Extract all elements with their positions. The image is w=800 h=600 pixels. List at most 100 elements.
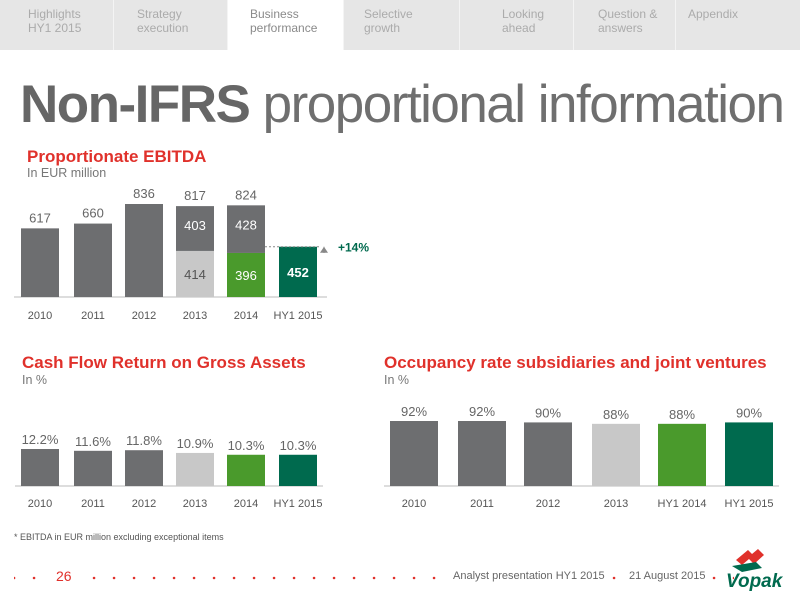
vopak-logo-mark: Vopak xyxy=(726,549,784,592)
cfroga-chart-svg: 12.2% 2010 11.6% 2011 11.8% 2012 10.9% 2013 10.3… xyxy=(15,432,323,510)
cfroga-x-tick: 2012 xyxy=(132,498,156,510)
ebitda-x-tick: 2012 xyxy=(132,310,156,322)
ebitda-chart-svg: 617 2010 660 2011 836 2012 414 403 817 2013 396 428… xyxy=(14,186,369,322)
cfroga-x-tick: HY1 2015 xyxy=(274,498,323,510)
ebitda-total-label: 617 xyxy=(29,210,51,225)
occupancy-bar xyxy=(658,423,706,486)
ebitda-bar-upper xyxy=(227,205,265,253)
cfroga-bar xyxy=(21,449,59,486)
occupancy-x-tick: HY1 2014 xyxy=(658,498,707,510)
tab-strategy-execution[interactable]: Strategy execution xyxy=(114,0,228,50)
ebitda-segment-label: 403 xyxy=(184,218,206,233)
ebitda-bar-upper xyxy=(176,206,214,251)
ebitda-chart-subtitle: In EUR million xyxy=(27,166,107,180)
occupancy-chart-title: Occupancy rate subsidiaries and joint ve… xyxy=(384,353,767,372)
occupancy-chart-svg: 92% 2010 92% 2011 90% 2012 88% 2013 88% HY1 2014 9… xyxy=(384,404,779,510)
tab-label: Question & answers xyxy=(598,7,658,35)
vopak-logo: Vopak xyxy=(718,548,794,592)
occupancy-x-tick: HY1 2015 xyxy=(725,498,774,510)
occupancy-bar xyxy=(592,423,640,486)
footnote: * EBITDA in EUR million excluding except… xyxy=(14,532,224,542)
vopak-logo-text: Vopak xyxy=(726,571,784,592)
ebitda-bar-lower xyxy=(176,250,214,297)
cfroga-bar xyxy=(279,454,317,486)
ebitda-total-label: 836 xyxy=(133,186,155,201)
tab-label: Looking ahead xyxy=(502,7,545,35)
occupancy-value-label: 90% xyxy=(535,405,561,420)
occupancy-bar xyxy=(725,422,773,486)
footer-presentation: Analyst presentation HY1 2015 xyxy=(448,570,610,582)
cfroga-value-label: 10.3% xyxy=(228,438,265,453)
ebitda-chart-title: Proportionate EBITDA xyxy=(27,147,207,166)
tab-business-performance[interactable]: Business performance xyxy=(228,0,344,50)
ebitda-growth-arrow-head xyxy=(320,246,328,253)
occupancy-value-label: 88% xyxy=(669,407,695,422)
page-title-light: proportional information xyxy=(262,75,785,134)
occupancy-bar xyxy=(524,422,572,486)
page-title: Non-IFRS proportional information xyxy=(20,75,785,135)
occupancy-value-label: 92% xyxy=(401,404,427,419)
ebitda-bar-lower xyxy=(279,246,317,297)
page-number: 26 xyxy=(52,568,76,584)
ebitda-segment-label: 428 xyxy=(235,217,257,232)
occupancy-x-tick: 2011 xyxy=(470,498,494,510)
occupancy-chart-subtitle: In % xyxy=(384,373,410,387)
cfroga-x-tick: 2014 xyxy=(234,498,258,510)
tab-label: Business performance xyxy=(250,7,318,35)
cfroga-x-tick: 2011 xyxy=(81,498,105,510)
cfroga-value-label: 10.9% xyxy=(177,436,214,451)
occupancy-bar xyxy=(390,421,438,486)
cfroga-value-label: 11.8% xyxy=(126,433,162,448)
ebitda-segment-label: 414 xyxy=(184,267,206,282)
ebitda-total-label: 817 xyxy=(184,188,206,203)
ebitda-segment-label: 396 xyxy=(235,268,257,283)
occupancy-value-label: 88% xyxy=(603,407,629,422)
occupancy-bar xyxy=(458,421,506,486)
ebitda-x-tick: 2010 xyxy=(28,310,52,322)
cfroga-x-tick: 2013 xyxy=(183,498,207,510)
cfroga-bar xyxy=(125,450,163,486)
cfroga-bar xyxy=(74,450,112,486)
occupancy-x-tick: 2010 xyxy=(402,498,426,510)
page-title-bold: Non-IFRS xyxy=(20,75,251,134)
ebitda-growth-annotation: +14% xyxy=(338,241,369,255)
ebitda-x-tick: HY1 2015 xyxy=(274,310,323,322)
ebitda-bar-lower xyxy=(227,252,265,297)
tab-selective-growth[interactable]: Selective growth xyxy=(344,0,460,50)
occupancy-value-label: 90% xyxy=(736,405,762,420)
tab-label: Strategy execution xyxy=(137,7,189,35)
tab-appendix[interactable]: Appendix xyxy=(676,0,780,50)
tab-looking-ahead[interactable]: Looking ahead xyxy=(460,0,574,50)
tab-label: Highlights HY1 2015 xyxy=(28,7,82,35)
ebitda-x-tick: 2013 xyxy=(183,310,207,322)
occupancy-x-tick: 2012 xyxy=(536,498,560,510)
ebitda-total-label: 824 xyxy=(235,187,257,202)
occupancy-x-tick: 2013 xyxy=(604,498,628,510)
ebitda-x-tick: 2011 xyxy=(81,310,105,322)
occupancy-chart: 92% 2010 92% 2011 90% 2012 88% 2013 88% HY1 2014 9… xyxy=(380,395,800,520)
footer-date: 21 August 2015 xyxy=(624,570,711,582)
ebitda-chart: 617 2010 660 2011 836 2012 414 403 817 2013 396 428… xyxy=(0,180,400,330)
cfroga-bar xyxy=(227,454,265,486)
ebitda-bar-upper xyxy=(125,204,163,297)
footer-dotted-line xyxy=(14,576,734,580)
ebitda-bar-upper xyxy=(74,223,112,297)
top-navigation: Highlights HY1 2015 Strategy execution B… xyxy=(0,0,800,50)
cfroga-value-label: 11.6% xyxy=(75,434,111,449)
ebitda-total-label: 660 xyxy=(82,206,104,221)
cfroga-value-label: 12.2% xyxy=(22,432,59,447)
ebitda-segment-label: 452 xyxy=(287,265,309,280)
ebitda-x-tick: 2014 xyxy=(234,310,258,322)
tab-label: Appendix xyxy=(688,7,739,21)
cfroga-chart: 12.2% 2010 11.6% 2011 11.8% 2012 10.9% 2013 10.3… xyxy=(0,410,360,520)
ebitda-bar-upper xyxy=(21,228,59,297)
cfroga-bar xyxy=(176,452,214,486)
cfroga-chart-subtitle: In % xyxy=(22,373,48,387)
cfroga-value-label: 10.3% xyxy=(280,438,317,453)
tab-question-answers[interactable]: Question & answers xyxy=(574,0,676,50)
tab-highlights[interactable]: Highlights HY1 2015 xyxy=(0,0,114,50)
cfroga-chart-title: Cash Flow Return on Gross Assets xyxy=(22,353,306,372)
tab-label: Selective growth xyxy=(364,7,413,35)
cfroga-x-tick: 2010 xyxy=(28,498,52,510)
occupancy-value-label: 92% xyxy=(469,404,495,419)
